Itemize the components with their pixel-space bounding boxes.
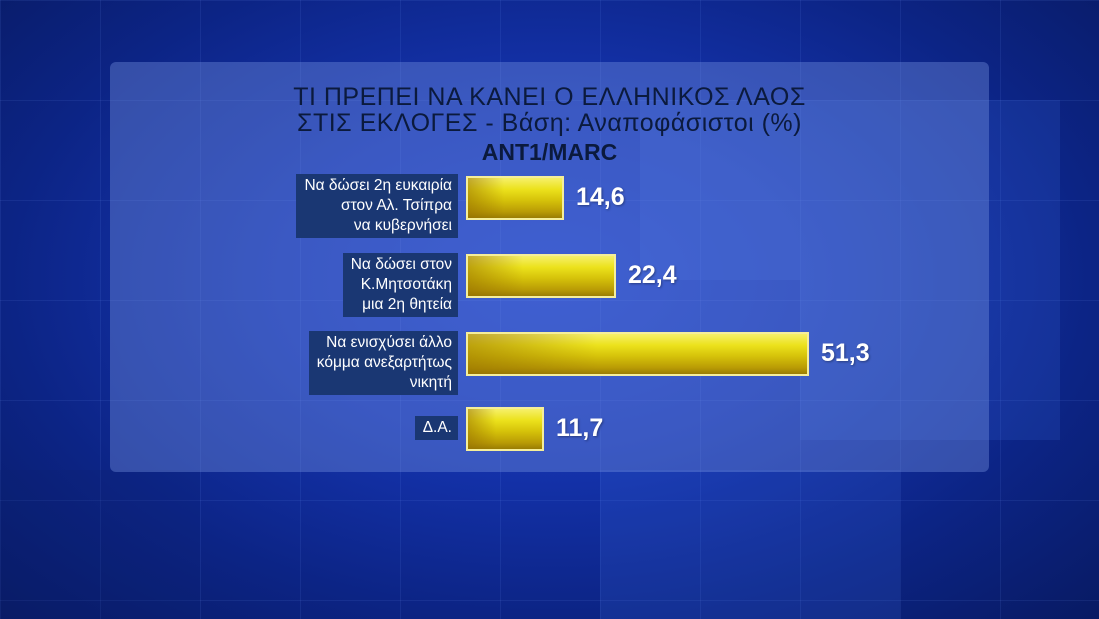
bar — [466, 332, 809, 376]
category-label: Να δώσει στον Κ.Μητσοτάκη μια 2η θητεία — [342, 253, 458, 317]
category-label: Δ.Α. — [414, 416, 458, 440]
bar-value-label: 22,4 — [628, 261, 677, 289]
category-label: Να ενισχύσει άλλο κόμμα ανεξαρτήτως νικη… — [308, 331, 458, 395]
bar — [466, 254, 616, 298]
bar — [466, 407, 544, 451]
bar — [466, 176, 564, 220]
chart-source: ANT1/MARC — [481, 139, 618, 165]
bar-value-label: 51,3 — [821, 339, 870, 367]
bar-value-label: 11,7 — [556, 414, 604, 442]
chart-title-block: ΤΙ ΠΡΕΠΕΙ ΝΑ ΚΑΝΕΙ Ο ΕΛΛΗΝΙΚΟΣ ΛΑΟΣ ΣΤΙΣ… — [110, 84, 989, 166]
chart-title-line-2: ΣΤΙΣ ΕΚΛΟΓΕΣ - Βάση: Αναποφάσιστοι (%) — [297, 109, 802, 137]
chart-title-line-1: ΤΙ ΠΡΕΠΕΙ ΝΑ ΚΑΝΕΙ Ο ΕΛΛΗΝΙΚΟΣ ΛΑΟΣ — [293, 83, 806, 111]
bar-value-label: 14,6 — [576, 183, 625, 211]
category-label: Να δώσει 2η ευκαιρία στον Αλ. Τσίπρα να … — [296, 174, 458, 238]
